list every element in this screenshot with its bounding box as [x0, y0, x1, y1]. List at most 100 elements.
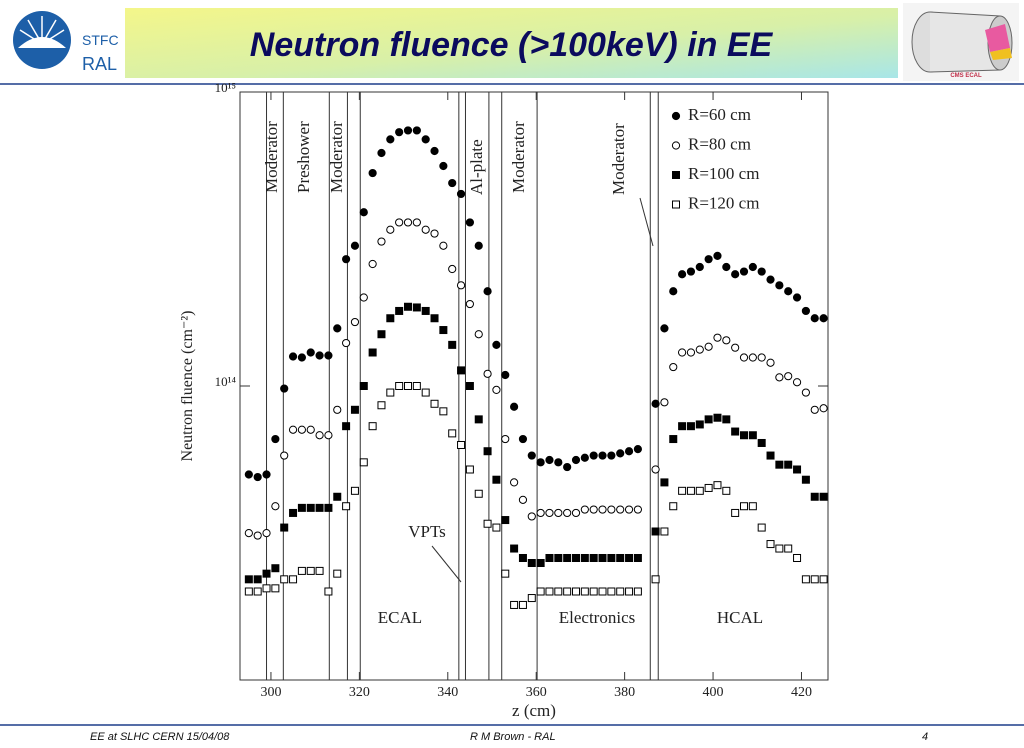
y-tick-label: 10¹⁵	[215, 80, 236, 95]
data-point	[483, 519, 492, 528]
data-point	[465, 465, 474, 474]
data-point	[289, 508, 298, 517]
data-point	[359, 382, 368, 390]
data-point	[810, 492, 819, 501]
data-point	[731, 427, 740, 436]
data-point	[306, 503, 315, 512]
data-point	[793, 553, 802, 562]
data-point	[784, 372, 793, 381]
data-point	[368, 168, 377, 178]
data-point	[748, 262, 757, 272]
data-point	[651, 399, 660, 408]
data-point	[280, 523, 289, 532]
data-point	[651, 575, 660, 584]
data-point	[607, 505, 616, 514]
data-point	[695, 345, 704, 354]
data-point	[430, 146, 439, 156]
data-point	[545, 508, 554, 518]
data-point	[766, 358, 775, 367]
data-point	[545, 553, 554, 562]
data-point	[554, 458, 563, 467]
data-point	[483, 369, 492, 378]
data-point	[536, 458, 545, 467]
annotation-pointer	[431, 545, 462, 583]
annotation-pointer	[639, 197, 654, 247]
data-point	[678, 348, 687, 357]
data-point	[474, 415, 483, 424]
data-point	[492, 475, 501, 484]
data-point	[748, 502, 757, 511]
data-point	[678, 422, 687, 431]
data-point	[792, 378, 802, 387]
data-point	[297, 353, 306, 362]
annotation: Moderator	[327, 121, 346, 193]
data-point	[439, 241, 448, 250]
data-point	[554, 587, 563, 596]
x-axis-label: z (cm)	[512, 701, 556, 720]
annotation: Electronics	[559, 608, 635, 627]
data-point	[633, 553, 642, 562]
data-point	[722, 262, 731, 272]
data-point	[289, 575, 298, 584]
data-point	[793, 465, 802, 474]
data-point	[510, 402, 519, 411]
data-point	[456, 281, 466, 290]
data-point	[262, 470, 271, 479]
data-point	[386, 225, 395, 234]
data-point	[280, 575, 289, 584]
data-point	[722, 486, 731, 495]
data-point	[669, 362, 678, 372]
data-point	[306, 566, 315, 575]
data-point	[359, 208, 368, 217]
data-point	[784, 544, 793, 553]
data-point	[395, 306, 404, 315]
data-point	[704, 342, 713, 351]
data-point	[342, 255, 351, 264]
data-point	[421, 388, 430, 397]
data-point	[280, 384, 289, 393]
data-point	[262, 528, 271, 538]
data-point	[748, 431, 757, 440]
data-point	[333, 324, 342, 333]
data-point	[403, 218, 413, 227]
logo-text: STFC	[82, 32, 119, 48]
data-point	[633, 445, 642, 454]
data-point	[686, 422, 695, 431]
figure-label: CMS ECAL	[950, 73, 982, 79]
data-point	[819, 492, 828, 501]
data-point	[580, 505, 589, 514]
data-point	[324, 503, 333, 512]
data-point	[288, 352, 298, 361]
data-point	[801, 388, 810, 397]
data-point	[580, 553, 589, 562]
data-point	[607, 451, 616, 460]
data-point	[518, 600, 527, 609]
data-point	[801, 306, 810, 316]
annotation: Preshower	[294, 121, 313, 193]
data-point	[412, 218, 421, 227]
legend-label: R=120 cm	[688, 193, 759, 212]
data-point	[545, 587, 554, 596]
x-tick-label: 340	[437, 685, 458, 700]
data-point	[253, 531, 262, 540]
data-point	[359, 293, 368, 302]
data-point	[819, 575, 828, 584]
data-point	[483, 447, 492, 456]
data-point	[678, 486, 687, 495]
data-point	[333, 492, 342, 501]
data-point	[624, 447, 634, 456]
data-point	[306, 425, 315, 434]
data-point	[616, 449, 625, 458]
x-tick-label: 320	[349, 685, 370, 700]
data-point	[678, 270, 687, 279]
data-point	[695, 262, 704, 272]
data-point	[501, 370, 510, 380]
data-point	[483, 287, 492, 296]
data-point	[571, 508, 581, 518]
data-point	[439, 407, 448, 416]
data-point	[660, 478, 669, 487]
data-point	[731, 508, 740, 517]
data-point	[527, 512, 536, 521]
data-point	[412, 382, 421, 390]
